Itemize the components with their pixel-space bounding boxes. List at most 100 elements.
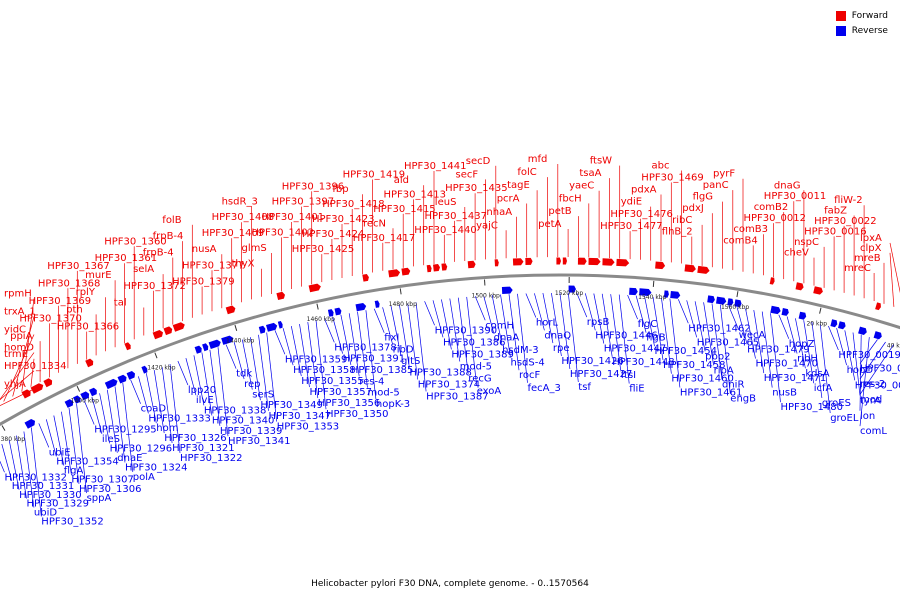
gene-label: HPF30_1339 (220, 426, 282, 437)
gene-label: yajC (476, 220, 498, 231)
gene-label: secF (456, 169, 479, 180)
gene-label: lpxA (860, 233, 882, 244)
gene-label: HPF30_1326 (164, 433, 226, 444)
scale-tick-label: 1540 kbp (638, 294, 666, 301)
gene-label: HPF30_1390 (435, 325, 497, 336)
leader-line (209, 349, 221, 426)
leader-line (424, 301, 435, 326)
leader-line (373, 308, 385, 333)
leader-line (778, 314, 790, 339)
reverse-gene-arrow (568, 285, 576, 293)
gene-label: tal (114, 298, 127, 309)
gene-label: ftsW (590, 156, 612, 167)
leader-line (618, 294, 630, 384)
forward-gene-arrow (433, 264, 440, 272)
gene-label: pdxJ (682, 203, 704, 214)
leader-line (38, 423, 50, 448)
gene-label: HPF30_1441 (404, 161, 466, 172)
reverse-gene-arrow (24, 419, 35, 429)
gene-label: ubiD (34, 508, 57, 519)
gene-label: ydiE (621, 197, 642, 208)
forward-gene-arrow (85, 358, 94, 368)
gene-label: thyX (232, 259, 255, 270)
gene-label: pth (66, 304, 83, 315)
scale-tick (154, 352, 158, 359)
leader-line (601, 293, 613, 357)
gene-label: nspC (794, 237, 819, 248)
leader-line (703, 302, 714, 366)
gene-label: ribC (672, 215, 692, 226)
leader-line (836, 328, 847, 366)
leader-line (299, 324, 310, 388)
gene-label: yhjA (4, 379, 26, 390)
forward-gene-arrow (467, 260, 476, 269)
reverse-swatch (835, 25, 846, 36)
gene-label: mfd (528, 154, 548, 165)
leader-line (457, 297, 469, 374)
forward-gene-arrow (512, 258, 524, 266)
forward-gene-arrow (577, 257, 587, 265)
gene-label: mreB (854, 253, 881, 264)
forward-gene-arrow (163, 326, 173, 336)
reverse-gene-arrow (734, 299, 742, 308)
leader-line (811, 321, 823, 399)
reverse-gene-arrow (727, 298, 734, 306)
gene-label: frpB-4 (143, 248, 174, 259)
reverse-gene-arrow (117, 374, 127, 384)
leader-line (652, 296, 664, 360)
scale-tick (652, 280, 655, 287)
forward-gene-arrow (30, 383, 44, 394)
forward-gene-arrow (769, 277, 775, 285)
leader-line (584, 293, 596, 331)
gene-label: HPF30_1321 (172, 443, 234, 454)
leader-line (390, 305, 402, 357)
legend-forward[interactable]: Forward (835, 8, 888, 23)
reverse-gene-arrow (104, 378, 118, 390)
leader-line (225, 344, 237, 369)
gene-label: HPF30_1386 (443, 337, 505, 348)
forward-gene-arrow (602, 258, 615, 266)
gene-label: pcrA (497, 194, 520, 205)
forward-gene-arrow (875, 302, 881, 311)
gene-label: ppiA (10, 331, 32, 342)
leader-line (348, 313, 360, 377)
reverse-gene-arrow (663, 290, 669, 298)
forward-gene-arrow (225, 305, 236, 315)
reverse-gene-arrow (126, 371, 135, 380)
reverse-gene-arrow (707, 295, 715, 304)
reverse-gene-arrow (221, 335, 234, 345)
leader-line (415, 302, 427, 392)
leader-line (719, 304, 731, 394)
gene-label: ilvE (196, 395, 214, 406)
gene-label: HPF30_1374 (418, 380, 480, 391)
gene-label: abc (652, 161, 670, 172)
leader-line (12, 316, 35, 397)
gene-label: HPF30_1369 (29, 296, 91, 307)
reverse-gene-arrow (781, 308, 789, 316)
legend-reverse[interactable]: Reverse (835, 23, 888, 38)
scale-tick (399, 288, 402, 295)
leader-line (201, 352, 213, 416)
forward-gene-arrow (21, 389, 31, 399)
leader-line (644, 296, 655, 347)
gene-label: frpB-4 (153, 231, 184, 242)
gene-label: folB (162, 215, 181, 226)
gene-label: HPF30_1331 (12, 481, 74, 492)
leader-line (161, 366, 173, 444)
scale-tick (819, 307, 822, 314)
gene-label: fbp (332, 184, 348, 195)
gene-label: HPF30_1435 (445, 183, 507, 194)
gene-label: mod (860, 395, 882, 406)
leader-line (0, 352, 35, 400)
reverse-gene-arrow (208, 339, 221, 349)
leader-line (76, 404, 87, 494)
gene-label: res-4 (359, 376, 384, 387)
gene-label: HPF30_0016 (804, 226, 866, 237)
gene-label: HPF30_1333 (148, 413, 210, 424)
leader-line (889, 242, 900, 294)
gene-label: flgG (693, 192, 713, 203)
gene-label: rpe (553, 343, 570, 354)
leader-line (736, 307, 748, 345)
gene-label: hopD (847, 365, 874, 376)
gene-label: HPF30_1424 (302, 229, 364, 240)
